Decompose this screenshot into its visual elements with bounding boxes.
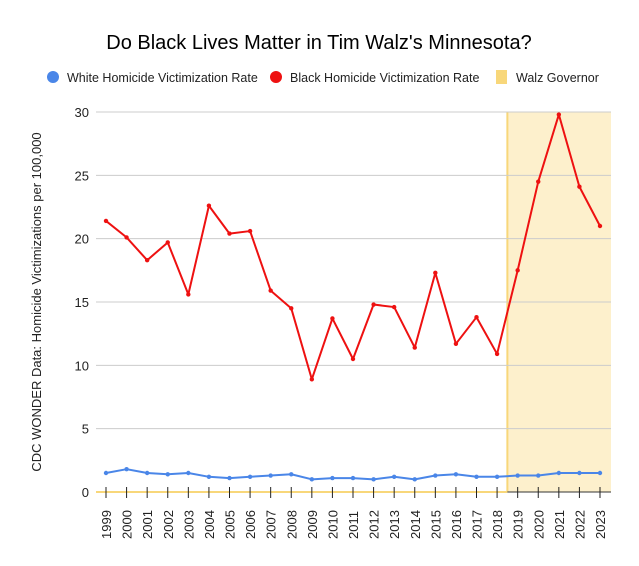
data-point-black <box>144 258 150 263</box>
data-point-white <box>186 470 191 476</box>
y-tick-label: 25 <box>75 168 89 183</box>
x-tick-label: 2016 <box>449 510 464 539</box>
data-point-black <box>206 203 212 208</box>
data-point-white <box>597 470 603 476</box>
data-point-black <box>577 184 582 189</box>
legend-label-black: Black Homicide Victimization Rate <box>290 71 479 85</box>
y-tick-label: 5 <box>82 422 89 437</box>
data-point-white <box>165 472 170 477</box>
data-point-black <box>350 356 356 362</box>
data-point-black <box>247 228 253 234</box>
data-point-black <box>597 223 603 229</box>
data-point-black <box>309 377 315 382</box>
data-point-white <box>453 472 459 477</box>
x-tick-label: 2015 <box>428 510 443 539</box>
data-point-black <box>412 345 417 350</box>
x-tick-label: 2001 <box>140 510 155 539</box>
data-point-black <box>453 341 459 346</box>
data-point-black <box>289 306 294 311</box>
data-point-black <box>330 316 335 321</box>
x-tick-label: 2006 <box>243 510 258 539</box>
data-point-white <box>289 472 294 477</box>
data-point-black <box>494 351 500 357</box>
data-point-white <box>577 470 582 476</box>
x-tick-label: 2022 <box>572 510 587 539</box>
data-point-black <box>103 218 109 224</box>
legend-marker-walz <box>496 70 507 84</box>
data-point-white <box>309 477 315 482</box>
data-point-white <box>536 473 541 478</box>
x-tick-label: 2014 <box>408 510 423 539</box>
data-point-white <box>391 474 397 479</box>
y-tick-label: 10 <box>75 358 89 373</box>
x-tick-label: 2008 <box>284 510 299 539</box>
x-tick-label: 2004 <box>202 510 217 539</box>
x-tick-label: 2021 <box>552 510 567 539</box>
data-point-white <box>268 473 273 478</box>
data-point-black <box>371 302 376 307</box>
x-tick-label: 2013 <box>387 510 402 539</box>
data-point-white <box>144 470 150 476</box>
data-point-white <box>556 470 562 476</box>
y-tick-label: 20 <box>75 232 89 247</box>
x-tick-label: 2010 <box>325 510 340 539</box>
data-point-black <box>515 268 520 273</box>
data-point-white <box>103 470 109 476</box>
data-point-white <box>350 475 356 481</box>
x-tick-label: 2000 <box>120 510 135 539</box>
x-tick-label: 2018 <box>490 510 505 539</box>
legend-label-walz: Walz Governor <box>516 71 599 85</box>
x-tick-label: 2023 <box>593 510 608 539</box>
legend-marker-black <box>270 71 282 83</box>
data-point-white <box>494 474 500 479</box>
legend-label-white: White Homicide Victimization Rate <box>67 71 258 85</box>
x-tick-label: 2007 <box>264 510 279 539</box>
data-point-black <box>536 179 541 184</box>
x-tick-label: 2019 <box>511 510 526 539</box>
y-axis-title: CDC WONDER Data: Homicide Victimizations… <box>29 132 44 471</box>
x-tick-label: 2003 <box>181 510 196 539</box>
data-point-white <box>433 473 438 478</box>
x-tick-label: 2002 <box>161 510 176 539</box>
data-point-white <box>206 474 212 479</box>
y-tick-label: 30 <box>75 105 89 120</box>
data-point-black <box>165 240 170 245</box>
data-point-white <box>227 475 232 481</box>
data-point-white <box>247 474 253 479</box>
y-tick-label: 15 <box>75 295 89 310</box>
y-tick-label: 0 <box>82 485 89 500</box>
legend: White Homicide Victimization Rate Black … <box>47 70 599 85</box>
x-tick-label: 1999 <box>99 510 114 539</box>
data-point-white <box>474 474 479 479</box>
data-point-white <box>371 477 376 482</box>
data-point-black <box>227 231 232 236</box>
x-tick-label: 2020 <box>531 510 546 539</box>
data-point-white <box>515 473 520 478</box>
legend-marker-white <box>47 71 59 83</box>
data-point-white <box>330 475 335 481</box>
x-tick-label: 2009 <box>305 510 320 539</box>
data-point-white <box>412 477 417 482</box>
x-tick-label: 2011 <box>346 511 361 539</box>
x-tick-label: 2012 <box>367 510 382 539</box>
chart-title: Do Black Lives Matter in Tim Walz's Minn… <box>106 32 531 54</box>
data-point-black <box>124 235 129 240</box>
data-point-black <box>186 292 191 297</box>
data-point-white <box>124 467 129 472</box>
data-point-black <box>433 270 438 276</box>
x-tick-label: 2005 <box>223 510 238 539</box>
data-point-black <box>474 315 479 320</box>
x-tick-label: 2017 <box>470 510 485 539</box>
data-point-black <box>556 112 562 117</box>
data-point-black <box>268 288 273 293</box>
data-point-black <box>391 304 397 310</box>
